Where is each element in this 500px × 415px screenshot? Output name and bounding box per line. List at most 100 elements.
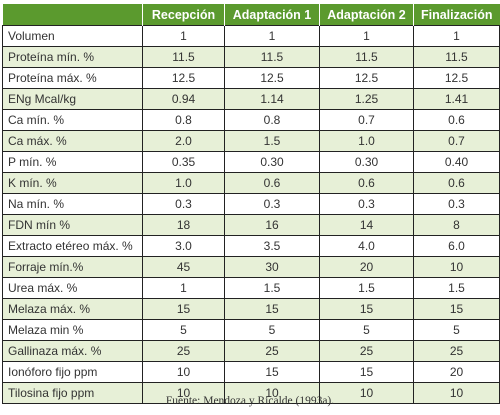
value-cell: 0.94 [142,88,225,110]
header-cell-adaptacion-1: Adaptación 1 [224,4,320,26]
value-cell: 0.8 [224,109,320,131]
row-label-cell: Na mín. % [2,193,143,215]
source-caption: Fuente: Mendoza y Ricalde (1993a). [165,395,335,407]
value-cell: 5 [224,319,320,341]
value-cell: 5 [319,319,414,341]
table-row: Proteína máx. % 12.5 12.5 12.5 12.5 [2,67,500,89]
value-cell: 0.8 [142,109,225,131]
value-cell: 3.5 [224,235,320,257]
value-cell: 45 [142,256,225,278]
nutrition-table-container: Recepción Adaptación 1 Adaptación 2 Fina… [2,4,500,404]
value-cell: 0.30 [319,151,414,173]
table-body: Volumen 1 1 1 1 Proteína mín. % 11.5 11.5 11.5 11… [2,25,500,404]
value-cell: 1.14 [224,88,320,110]
row-label-cell: Melaza máx. % [2,298,143,320]
row-label-cell: Extracto etéreo máx. % [2,235,143,257]
table-row: Ca máx. % 2.0 1.5 1.0 0.7 [2,130,500,152]
table-row: Melaza min % 5 5 5 5 [2,319,500,341]
table-row: P mín. % 0.35 0.30 0.30 0.40 [2,151,500,173]
value-cell: 10 [224,382,320,404]
row-label-cell: Tilosina fijo ppm [2,382,143,404]
table-header-row: Recepción Adaptación 1 Adaptación 2 Fina… [2,4,500,26]
value-cell: 3.0 [142,235,225,257]
value-cell: 11.5 [224,46,320,68]
value-cell: 11.5 [142,46,225,68]
value-cell: 0.3 [224,193,320,215]
value-cell: 1 [224,25,320,47]
row-label-cell: Forraje mín.% [2,256,143,278]
value-cell: 0.6 [319,172,414,194]
table-row: Volumen 1 1 1 1 [2,25,500,47]
value-cell: 1 [142,277,225,299]
value-cell: 2.0 [142,130,225,152]
value-cell: 0.40 [413,151,500,173]
value-cell: 1.25 [319,88,414,110]
row-label-cell: Proteína máx. % [2,67,143,89]
value-cell: 8 [413,214,500,236]
header-cell-finalizacion: Finalización [413,4,500,26]
row-label-cell: Volumen [2,25,143,47]
value-cell: 10 [413,256,500,278]
value-cell: 18 [142,214,225,236]
header-cell-recepcion: Recepción [142,4,225,26]
row-label-cell: Gallinaza máx. % [2,340,143,362]
value-cell: 14 [319,214,414,236]
value-cell: 0.6 [413,172,500,194]
value-cell: 10 [413,382,500,404]
table-row: Na mín. % 0.3 0.3 0.3 0.3 [2,193,500,215]
value-cell: 1.0 [319,130,414,152]
value-cell: 15 [319,298,414,320]
value-cell: 4.0 [319,235,414,257]
value-cell: 5 [413,319,500,341]
row-label-cell: Ca mín. % [2,109,143,131]
value-cell: 11.5 [413,46,500,68]
value-cell: 16 [224,214,320,236]
value-cell: 0.3 [142,193,225,215]
table-row: Ca mín. % 0.8 0.8 0.7 0.6 [2,109,500,131]
value-cell: 15 [224,298,320,320]
value-cell: 10 [142,382,225,404]
value-cell: 25 [319,340,414,362]
value-cell: 20 [319,256,414,278]
table-row: Urea máx. % 1 1.5 1.5 1.5 [2,277,500,299]
value-cell: 12.5 [142,67,225,89]
table-row: Ionóforo fijo ppm 10 15 15 20 [2,361,500,383]
value-cell: 1.5 [224,277,320,299]
value-cell: 5 [142,319,225,341]
value-cell: 30 [224,256,320,278]
table-row: K mín. % 1.0 0.6 0.6 0.6 [2,172,500,194]
row-label-cell: Proteína mín. % [2,46,143,68]
row-label-cell: K mín. % [2,172,143,194]
row-label-cell: Urea máx. % [2,277,143,299]
table-row: Forraje mín.% 45 30 20 10 [2,256,500,278]
row-label-cell: Melaza min % [2,319,143,341]
value-cell: 0.7 [319,109,414,131]
value-cell: 12.5 [224,67,320,89]
value-cell: 0.3 [319,193,414,215]
value-cell: 25 [413,340,500,362]
table-row: Melaza máx. % 15 15 15 15 [2,298,500,320]
value-cell: 10 [142,361,225,383]
value-cell: 1.0 [142,172,225,194]
header-cell-blank [2,4,143,26]
table-row: Proteína mín. % 11.5 11.5 11.5 11.5 [2,46,500,68]
value-cell: 1.5 [224,130,320,152]
value-cell: 0.30 [224,151,320,173]
value-cell: 1.5 [413,277,500,299]
value-cell: 15 [224,361,320,383]
table-row: ENg Mcal/kg 0.94 1.14 1.25 1.41 [2,88,500,110]
value-cell: 15 [319,361,414,383]
header-cell-adaptacion-2: Adaptación 2 [319,4,414,26]
row-label-cell: FDN mín % [2,214,143,236]
table-row: Tilosina fijo ppm 10 10 10 10 [2,382,500,404]
value-cell: 0.6 [224,172,320,194]
row-label-cell: Ca máx. % [2,130,143,152]
value-cell: 25 [224,340,320,362]
value-cell: 15 [142,298,225,320]
value-cell: 15 [413,298,500,320]
row-label-cell: ENg Mcal/kg [2,88,143,110]
table-row: FDN mín % 18 16 14 8 [2,214,500,236]
value-cell: 0.3 [413,193,500,215]
value-cell: 10 [319,382,414,404]
value-cell: 0.35 [142,151,225,173]
